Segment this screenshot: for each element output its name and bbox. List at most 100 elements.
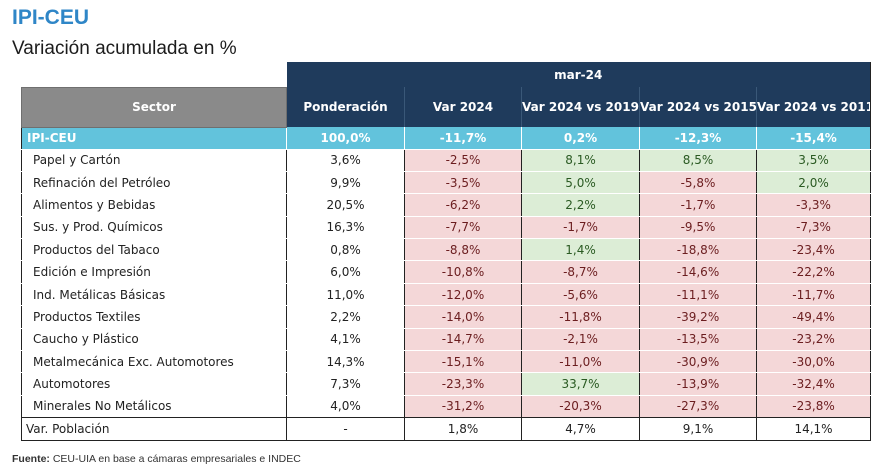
cell-ponderacion: 2,2% xyxy=(286,305,405,329)
cell-vs-2015: -9,5% xyxy=(639,216,757,240)
column-header-ponderacion: Ponderación xyxy=(286,87,405,127)
cell-vs-2015: -13,9% xyxy=(639,372,757,396)
source-note: Fuente: CEU-UIA en base a cámaras empres… xyxy=(12,453,301,465)
cell-vs-2019: 8,1% xyxy=(521,149,640,172)
cell-vs-2015: -5,8% xyxy=(639,171,757,195)
population-row: Var. Población -1,8% 4,7% 9,1% 14,1% xyxy=(21,417,872,442)
cell-ponderacion: 7,3% xyxy=(286,372,405,396)
cell-vs-2019: -11,0% xyxy=(521,350,640,374)
cell-vs-2015: -14,6% xyxy=(639,260,757,284)
column-header-vs-2011: Var 2024 vs 2011 xyxy=(755,87,871,127)
cell-vs-2015: -1,7% xyxy=(639,193,757,217)
cell-vs-2019: -2,1% xyxy=(521,328,640,352)
ipi-ceu-table: mar-24 Sector Ponderación Var 2024 Var 2… xyxy=(21,62,872,442)
cell-vs-2019: 2,2% xyxy=(521,193,640,217)
total-row-var-2024: -11,7% xyxy=(404,127,522,150)
table-row: Productos Textiles 2,2% -14,0% -11,8% -39,2%… xyxy=(21,305,871,329)
table-row: Caucho y Plástico 4,1% -14,7% -2,1% -13,5% -2… xyxy=(21,328,871,352)
cell-vs-2019: -20,3% xyxy=(521,395,640,419)
cell-vs-2011: 2,0% xyxy=(755,171,871,195)
cell-var-2024: -7,7% xyxy=(404,216,522,240)
cell-sector-name: Ind. Metálicas Básicas xyxy=(21,283,287,307)
cell-vs-2015: -27,3% xyxy=(639,395,757,419)
cell-ponderacion: 3,6% xyxy=(286,149,405,172)
report-title: IPI-CEU xyxy=(12,6,90,29)
cell-vs-2015: -30,9% xyxy=(639,350,757,374)
cell-vs-2011: -32,4% xyxy=(755,372,871,396)
table-row: Minerales No Metálicos 4,0% -31,2% -20,3% -2… xyxy=(21,395,871,419)
total-row-vs-2015: -12,3% xyxy=(639,127,757,150)
total-row-vs-2019: 0,2% xyxy=(521,127,640,150)
report-subtitle: Variación acumulada en % xyxy=(12,38,237,59)
cell-vs-2011: -11,7% xyxy=(755,283,871,307)
blank-corner xyxy=(21,62,287,87)
total-row-name: IPI-CEU xyxy=(21,127,287,150)
cell-vs-2011: 3,5% xyxy=(755,149,871,172)
cell-var-2024: -12,0% xyxy=(404,283,522,307)
total-row-ponderacion: 100,0% xyxy=(286,127,405,150)
population-vs-2011: 14,1% xyxy=(755,417,872,442)
table-row: Alimentos y Bebidas 20,5% -6,2% 2,2% -1,7% -3… xyxy=(21,193,871,217)
cell-ponderacion: 6,0% xyxy=(286,260,405,284)
table-row: Edición e Impresión 6,0% -10,8% -8,7% -14,6%… xyxy=(21,260,871,284)
column-header-var-2024: Var 2024 xyxy=(404,87,522,127)
cell-sector-name: Refinación del Petróleo xyxy=(21,171,287,195)
table-row: Productos del Tabaco 0,8% -8,8% 1,4% -18,8% -… xyxy=(21,238,871,262)
column-header-vs-2015: Var 2024 vs 2015 xyxy=(639,87,757,127)
column-header-vs-2019: Var 2024 vs 2019 xyxy=(521,87,640,127)
cell-vs-2011: -23,2% xyxy=(755,328,871,352)
cell-vs-2019: -1,7% xyxy=(521,216,640,240)
cell-vs-2019: -8,7% xyxy=(521,260,640,284)
cell-vs-2011: -22,2% xyxy=(755,260,871,284)
source-label: Fuente: xyxy=(12,453,50,465)
table-row: Refinación del Petróleo 9,9% -3,5% 5,0% -5,8… xyxy=(21,171,871,195)
cell-var-2024: -31,2% xyxy=(404,395,522,419)
cell-var-2024: -2,5% xyxy=(404,149,522,172)
cell-sector-name: Productos del Tabaco xyxy=(21,238,287,262)
cell-var-2024: -3,5% xyxy=(404,171,522,195)
source-text: CEU-UIA en base a cámaras empresariales … xyxy=(52,453,301,465)
cell-ponderacion: 9,9% xyxy=(286,171,405,195)
cell-ponderacion: 4,0% xyxy=(286,395,405,419)
cell-var-2024: -14,7% xyxy=(404,328,522,352)
cell-vs-2011: -3,3% xyxy=(755,193,871,217)
cell-sector-name: Metalmecánica Exc. Automotores xyxy=(21,350,287,374)
cell-ponderacion: 11,0% xyxy=(286,283,405,307)
cell-sector-name: Caucho y Plástico xyxy=(21,328,287,352)
table-row: Papel y Cartón 3,6% -2,5% 8,1% 8,5% 3,5% xyxy=(21,149,871,172)
cell-var-2024: -10,8% xyxy=(404,260,522,284)
cell-sector-name: Sus. y Prod. Químicos xyxy=(21,216,287,240)
cell-var-2024: -23,3% xyxy=(404,372,522,396)
population-vs-2015: 9,1% xyxy=(639,417,757,442)
cell-sector-name: Papel y Cartón xyxy=(21,149,287,172)
column-header-sector: Sector xyxy=(21,86,287,128)
table-row: Ind. Metálicas Básicas 11,0% -12,0% -5,6% -1… xyxy=(21,283,871,307)
cell-sector-name: Minerales No Metálicos xyxy=(21,395,287,419)
table-row: Metalmecánica Exc. Automotores 14,3% -15,1… xyxy=(21,350,871,374)
cell-var-2024: -6,2% xyxy=(404,193,522,217)
population-var-2024: 1,8% xyxy=(404,417,522,442)
cell-vs-2019: 33,7% xyxy=(521,372,640,396)
cell-vs-2019: 5,0% xyxy=(521,171,640,195)
cell-vs-2011: -7,3% xyxy=(755,216,871,240)
total-row-vs-2011: -15,4% xyxy=(755,127,871,150)
cell-sector-name: Alimentos y Bebidas xyxy=(21,193,287,217)
cell-vs-2011: -23,8% xyxy=(755,395,871,419)
population-ponderacion: - xyxy=(286,417,405,442)
cell-vs-2015: 8,5% xyxy=(639,149,757,172)
population-sector-name: Var. Población xyxy=(21,417,287,442)
period-header: mar-24 xyxy=(286,62,871,87)
table-row: Sus. y Prod. Químicos 16,3% -7,7% -1,7% -9,5… xyxy=(21,216,871,240)
table-row: Automotores 7,3% -23,3% 33,7% -13,9% -32,4% xyxy=(21,372,871,396)
cell-vs-2015: -39,2% xyxy=(639,305,757,329)
cell-var-2024: -14,0% xyxy=(404,305,522,329)
cell-sector-name: Edición e Impresión xyxy=(21,260,287,284)
cell-ponderacion: 4,1% xyxy=(286,328,405,352)
cell-vs-2011: -23,4% xyxy=(755,238,871,262)
cell-vs-2019: -5,6% xyxy=(521,283,640,307)
cell-vs-2019: 1,4% xyxy=(521,238,640,262)
cell-vs-2019: -11,8% xyxy=(521,305,640,329)
cell-vs-2015: -18,8% xyxy=(639,238,757,262)
total-row: IPI-CEU 100,0% -11,7% 0,2% -12,3% -15,4% xyxy=(21,127,871,150)
cell-var-2024: -8,8% xyxy=(404,238,522,262)
